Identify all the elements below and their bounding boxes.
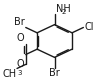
Text: 2: 2 — [62, 9, 66, 15]
Text: O: O — [17, 33, 24, 43]
Text: 3: 3 — [18, 70, 22, 76]
Text: O: O — [17, 59, 24, 69]
Text: Br: Br — [14, 17, 25, 27]
Text: CH: CH — [2, 69, 16, 79]
Text: Cl: Cl — [84, 22, 94, 32]
Text: Br: Br — [49, 68, 60, 78]
Text: NH: NH — [56, 4, 70, 14]
